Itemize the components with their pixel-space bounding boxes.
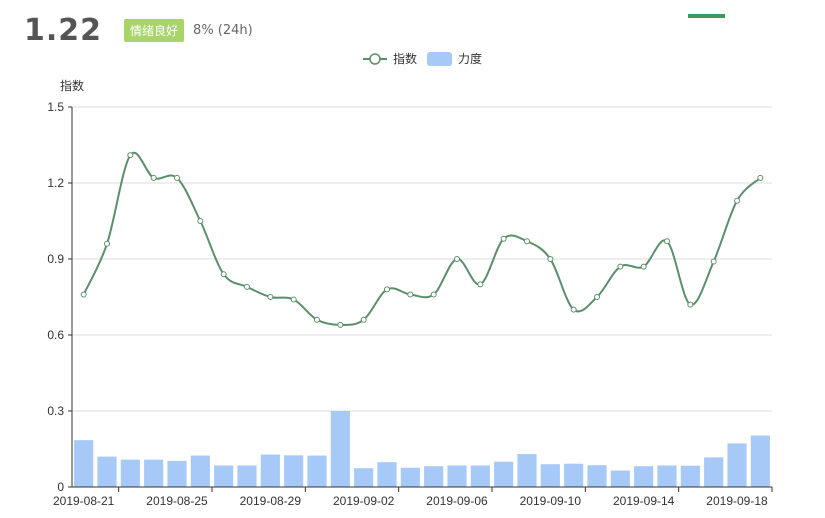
bar[interactable] <box>494 461 514 487</box>
x-tick-label: 2019-09-14 <box>613 494 675 508</box>
y-axis-title: 指数 <box>60 78 84 93</box>
line-point[interactable] <box>384 286 390 293</box>
bar[interactable] <box>97 456 117 487</box>
line-point[interactable] <box>640 263 647 270</box>
bar[interactable] <box>237 465 257 487</box>
bar[interactable] <box>190 455 210 487</box>
legend-label-line: 指数 <box>393 51 417 66</box>
line-point[interactable] <box>290 296 297 303</box>
bar[interactable] <box>680 465 700 487</box>
line-point[interactable] <box>710 258 717 265</box>
line-point[interactable] <box>500 235 507 242</box>
y-tick-label: 0.9 <box>47 252 64 266</box>
line-point[interactable] <box>150 174 157 181</box>
line-point[interactable] <box>80 291 87 298</box>
x-tick-label: 2019-08-29 <box>240 494 302 508</box>
line-point[interactable] <box>360 316 367 323</box>
bar[interactable] <box>470 465 490 487</box>
line-point[interactable] <box>407 291 414 298</box>
bar[interactable] <box>214 465 234 487</box>
bar[interactable] <box>634 466 654 487</box>
line-points <box>80 152 764 328</box>
header: 1.22 情绪良好 8% (24h) <box>24 12 253 48</box>
bar[interactable] <box>330 411 350 487</box>
x-tick-label: 2019-09-06 <box>426 494 488 508</box>
bar[interactable] <box>447 465 467 487</box>
line-point[interactable] <box>104 240 110 247</box>
x-tick-label: 2019-08-25 <box>146 494 208 508</box>
bar[interactable] <box>284 455 304 487</box>
legend-item-line[interactable]: 指数 <box>363 51 417 66</box>
top-indicator-bar <box>688 14 725 18</box>
bar[interactable] <box>704 457 724 487</box>
line-point[interactable] <box>127 152 134 159</box>
y-tick-label: 0.3 <box>47 404 64 418</box>
line-point[interactable] <box>547 256 554 262</box>
bar[interactable] <box>377 462 397 487</box>
bar[interactable] <box>657 465 677 487</box>
bar[interactable] <box>587 465 607 487</box>
index-line <box>82 151 762 326</box>
line-point[interactable] <box>687 301 694 308</box>
line-point[interactable] <box>244 283 250 290</box>
bar[interactable] <box>74 440 94 487</box>
legend[interactable]: 指数 力度 <box>363 51 482 66</box>
line-point[interactable] <box>524 238 530 245</box>
bar-series <box>74 411 770 487</box>
x-tick-label: 2019-08-21 <box>53 494 115 508</box>
line-point[interactable] <box>174 174 180 181</box>
line-point[interactable] <box>267 294 274 300</box>
line-point[interactable] <box>337 321 344 328</box>
bar[interactable] <box>610 470 630 487</box>
y-tick-label: 0.6 <box>47 328 64 342</box>
y-tick-label: 1.5 <box>47 100 64 114</box>
bar[interactable] <box>307 455 327 487</box>
line-point[interactable] <box>197 218 204 224</box>
line-point[interactable] <box>757 174 764 181</box>
line-point[interactable] <box>664 238 670 245</box>
bar[interactable] <box>727 443 747 487</box>
bar[interactable] <box>260 454 280 487</box>
axes: 0 0.3 0.6 0.9 1.2 1.5 2019-08-21 2019-08-25 2019… <box>47 100 773 508</box>
line-point[interactable] <box>594 294 600 300</box>
index-value: 1.22 <box>24 12 103 48</box>
sentiment-badge: 情绪良好 <box>124 18 185 42</box>
bar[interactable] <box>144 459 164 487</box>
bar[interactable] <box>540 464 560 487</box>
line-point[interactable] <box>430 291 437 298</box>
line-point[interactable] <box>314 316 320 323</box>
bar[interactable] <box>354 468 374 487</box>
line-point[interactable] <box>734 197 740 204</box>
y-tick-label: 1.2 <box>47 176 64 190</box>
line-point[interactable] <box>617 263 624 270</box>
line-point[interactable] <box>454 256 460 262</box>
bar[interactable] <box>400 467 420 487</box>
bar[interactable] <box>424 466 444 487</box>
x-tick-label: 2019-09-10 <box>520 494 582 508</box>
change-24h: 8% (24h) <box>193 22 253 38</box>
legend-item-bar[interactable]: 力度 <box>427 51 482 66</box>
bar[interactable] <box>167 460 187 487</box>
bar[interactable] <box>120 459 140 487</box>
bar[interactable] <box>564 463 584 487</box>
legend-label-bar: 力度 <box>458 51 482 66</box>
line-point[interactable] <box>570 306 577 313</box>
x-tick-label: 2019-09-02 <box>333 494 395 508</box>
line-point[interactable] <box>220 271 227 278</box>
line-point[interactable] <box>477 281 484 288</box>
y-tick-label: 0 <box>57 480 64 494</box>
bar[interactable] <box>750 435 770 487</box>
x-tick-label: 2019-09-18 <box>706 494 768 508</box>
grid-lines <box>72 106 772 412</box>
bar[interactable] <box>517 454 537 487</box>
